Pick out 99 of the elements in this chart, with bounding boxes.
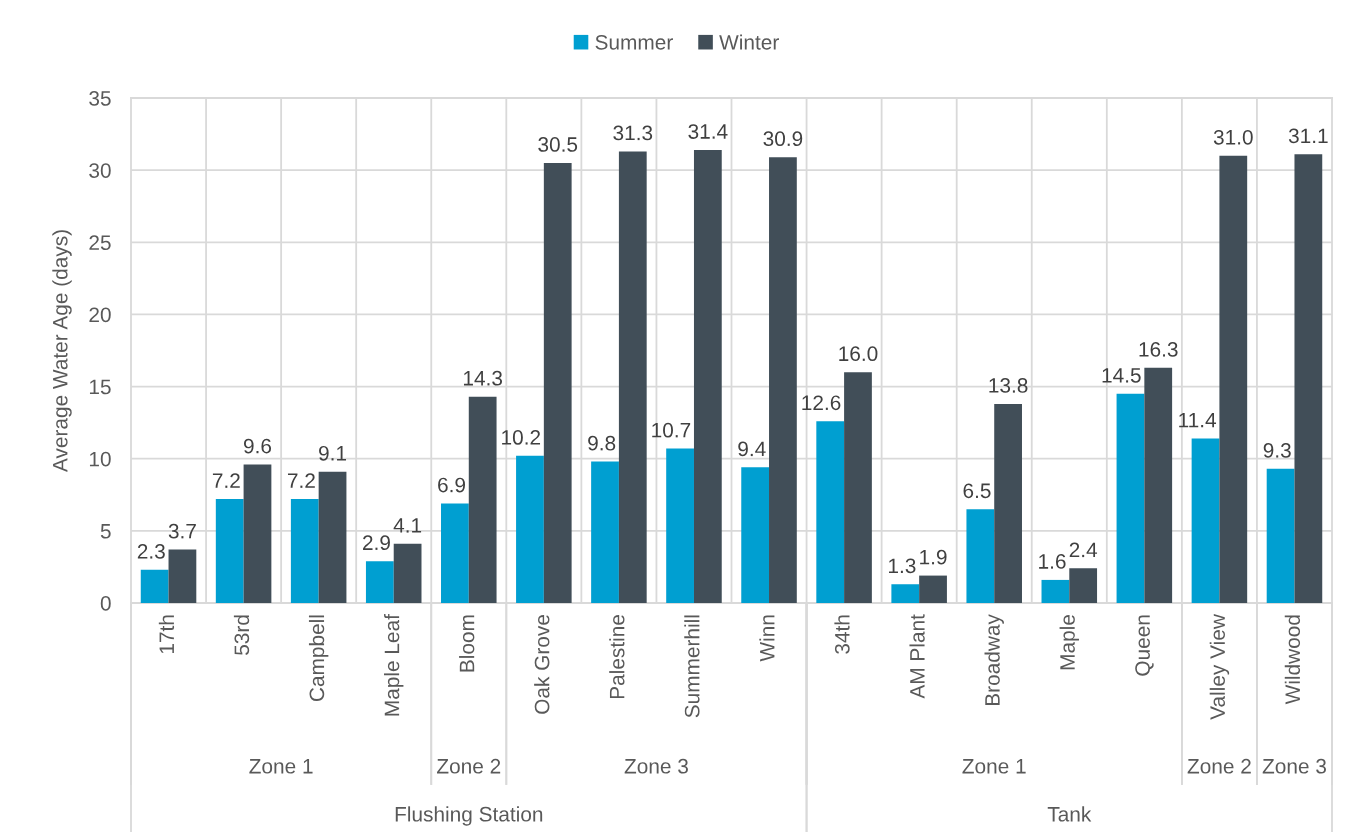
bar (693, 149, 722, 603)
data-label: 9.1 (319, 445, 347, 461)
data-label: 3.7 (168, 523, 196, 539)
bar (966, 509, 995, 603)
data-label: 9.3 (1263, 443, 1291, 458)
data-label: 1.9 (920, 549, 947, 565)
bar (168, 549, 197, 603)
text: Zone 2 (1187, 758, 1251, 774)
data-label: 31.1 (1288, 128, 1328, 144)
data-label: 30.5 (538, 137, 578, 152)
legend-label: Summer (595, 34, 673, 50)
bar (441, 503, 469, 603)
data-label: 2.9 (363, 535, 390, 551)
bar (1219, 155, 1248, 603)
data-label: 9.4 (738, 441, 766, 457)
bar (1041, 579, 1070, 603)
y-tick-label: 10 (89, 451, 111, 467)
data-label: 1.3 (889, 558, 916, 574)
data-label: 7.2 (212, 473, 240, 488)
x-tick-label: Broadway (984, 614, 1004, 706)
x-tick-label: Maple Leaf (384, 614, 404, 716)
x-tick-label: Palestine (609, 615, 625, 699)
data-label: 13.8 (989, 378, 1028, 393)
bar (468, 396, 497, 603)
x-tick-label: Campbell (308, 615, 329, 702)
y-tick-label: 35 (89, 91, 111, 106)
bar (365, 561, 394, 603)
y-tick-label: 25 (89, 235, 111, 251)
data-label: 7.2 (287, 473, 315, 488)
x-tick-label: Queen (1135, 615, 1154, 676)
bar (1294, 154, 1323, 603)
data-label: 11.4 (1179, 412, 1217, 428)
bar (318, 471, 347, 603)
bar (215, 499, 244, 603)
data-label: 10.2 (502, 430, 541, 445)
data-label: 31.3 (613, 125, 653, 141)
bar (1191, 438, 1220, 603)
bar (769, 157, 797, 603)
bar (741, 467, 770, 603)
text: Zone 1 (249, 759, 313, 774)
text: Tank (1047, 806, 1092, 822)
data-label: 16.3 (1139, 342, 1178, 357)
data-label: 6.9 (438, 477, 466, 493)
text: Zone 3 (624, 758, 688, 774)
data-label: 31.4 (688, 124, 728, 139)
x-tick-label: Summerhill (684, 615, 700, 718)
bar (1116, 393, 1145, 603)
data-label: 10.7 (652, 422, 691, 438)
bar (919, 575, 947, 603)
data-label: 14.5 (1102, 368, 1141, 383)
bar (844, 372, 872, 603)
data-label: 14.3 (463, 370, 503, 386)
bar (516, 455, 544, 603)
data-label: 6.5 (963, 483, 991, 499)
bar (1144, 367, 1173, 603)
x-tick-label: 34th (834, 615, 850, 654)
bar (543, 162, 572, 603)
data-label: 12.6 (802, 395, 841, 411)
x-tick-label: Wildwood (1284, 615, 1301, 705)
text: Zone 1 (962, 759, 1026, 774)
text: Zone 3 (1262, 758, 1326, 774)
bar (243, 464, 272, 603)
bar (666, 448, 694, 603)
data-label: 2.3 (137, 544, 165, 559)
data-label: 4.1 (393, 518, 422, 533)
bar (140, 569, 169, 603)
x-tick-label: Winn (759, 615, 775, 662)
x-tick-label: Valley View (1209, 614, 1230, 720)
x-tick-label: Oak Grove (534, 615, 550, 714)
x-tick-label: Bloom (459, 615, 475, 672)
y-tick-label: 5 (100, 524, 111, 539)
y-axis-title: Average Water Age (days) (52, 230, 72, 473)
legend-label: Winter (719, 34, 779, 50)
data-label: 9.8 (588, 435, 616, 451)
text: Flushing Station (395, 806, 543, 826)
bar (1266, 468, 1295, 603)
bar (1069, 568, 1098, 603)
data-label: 31.0 (1213, 129, 1253, 145)
data-label: 1.6 (1039, 554, 1066, 569)
data-label: 30.9 (763, 131, 803, 147)
bar (816, 421, 845, 603)
text: Zone 2 (437, 758, 501, 774)
bar (393, 543, 422, 603)
y-tick-label: 0 (100, 596, 111, 611)
x-tick-label: 17th (158, 615, 175, 654)
y-tick-label: 30 (89, 163, 111, 178)
x-tick-label: Maple (1059, 615, 1079, 670)
bar (591, 461, 619, 603)
bar (994, 403, 1022, 603)
bar (891, 584, 920, 603)
data-label: 2.4 (1069, 542, 1098, 558)
bar (290, 499, 319, 603)
bar (618, 151, 647, 603)
y-tick-label: 15 (89, 379, 111, 395)
data-label: 16.0 (839, 346, 878, 362)
data-label: 9.6 (243, 438, 272, 454)
x-tick-label: 53rd (233, 615, 250, 655)
x-tick-label: AM Plant (909, 614, 925, 699)
y-tick-label: 20 (89, 307, 111, 323)
